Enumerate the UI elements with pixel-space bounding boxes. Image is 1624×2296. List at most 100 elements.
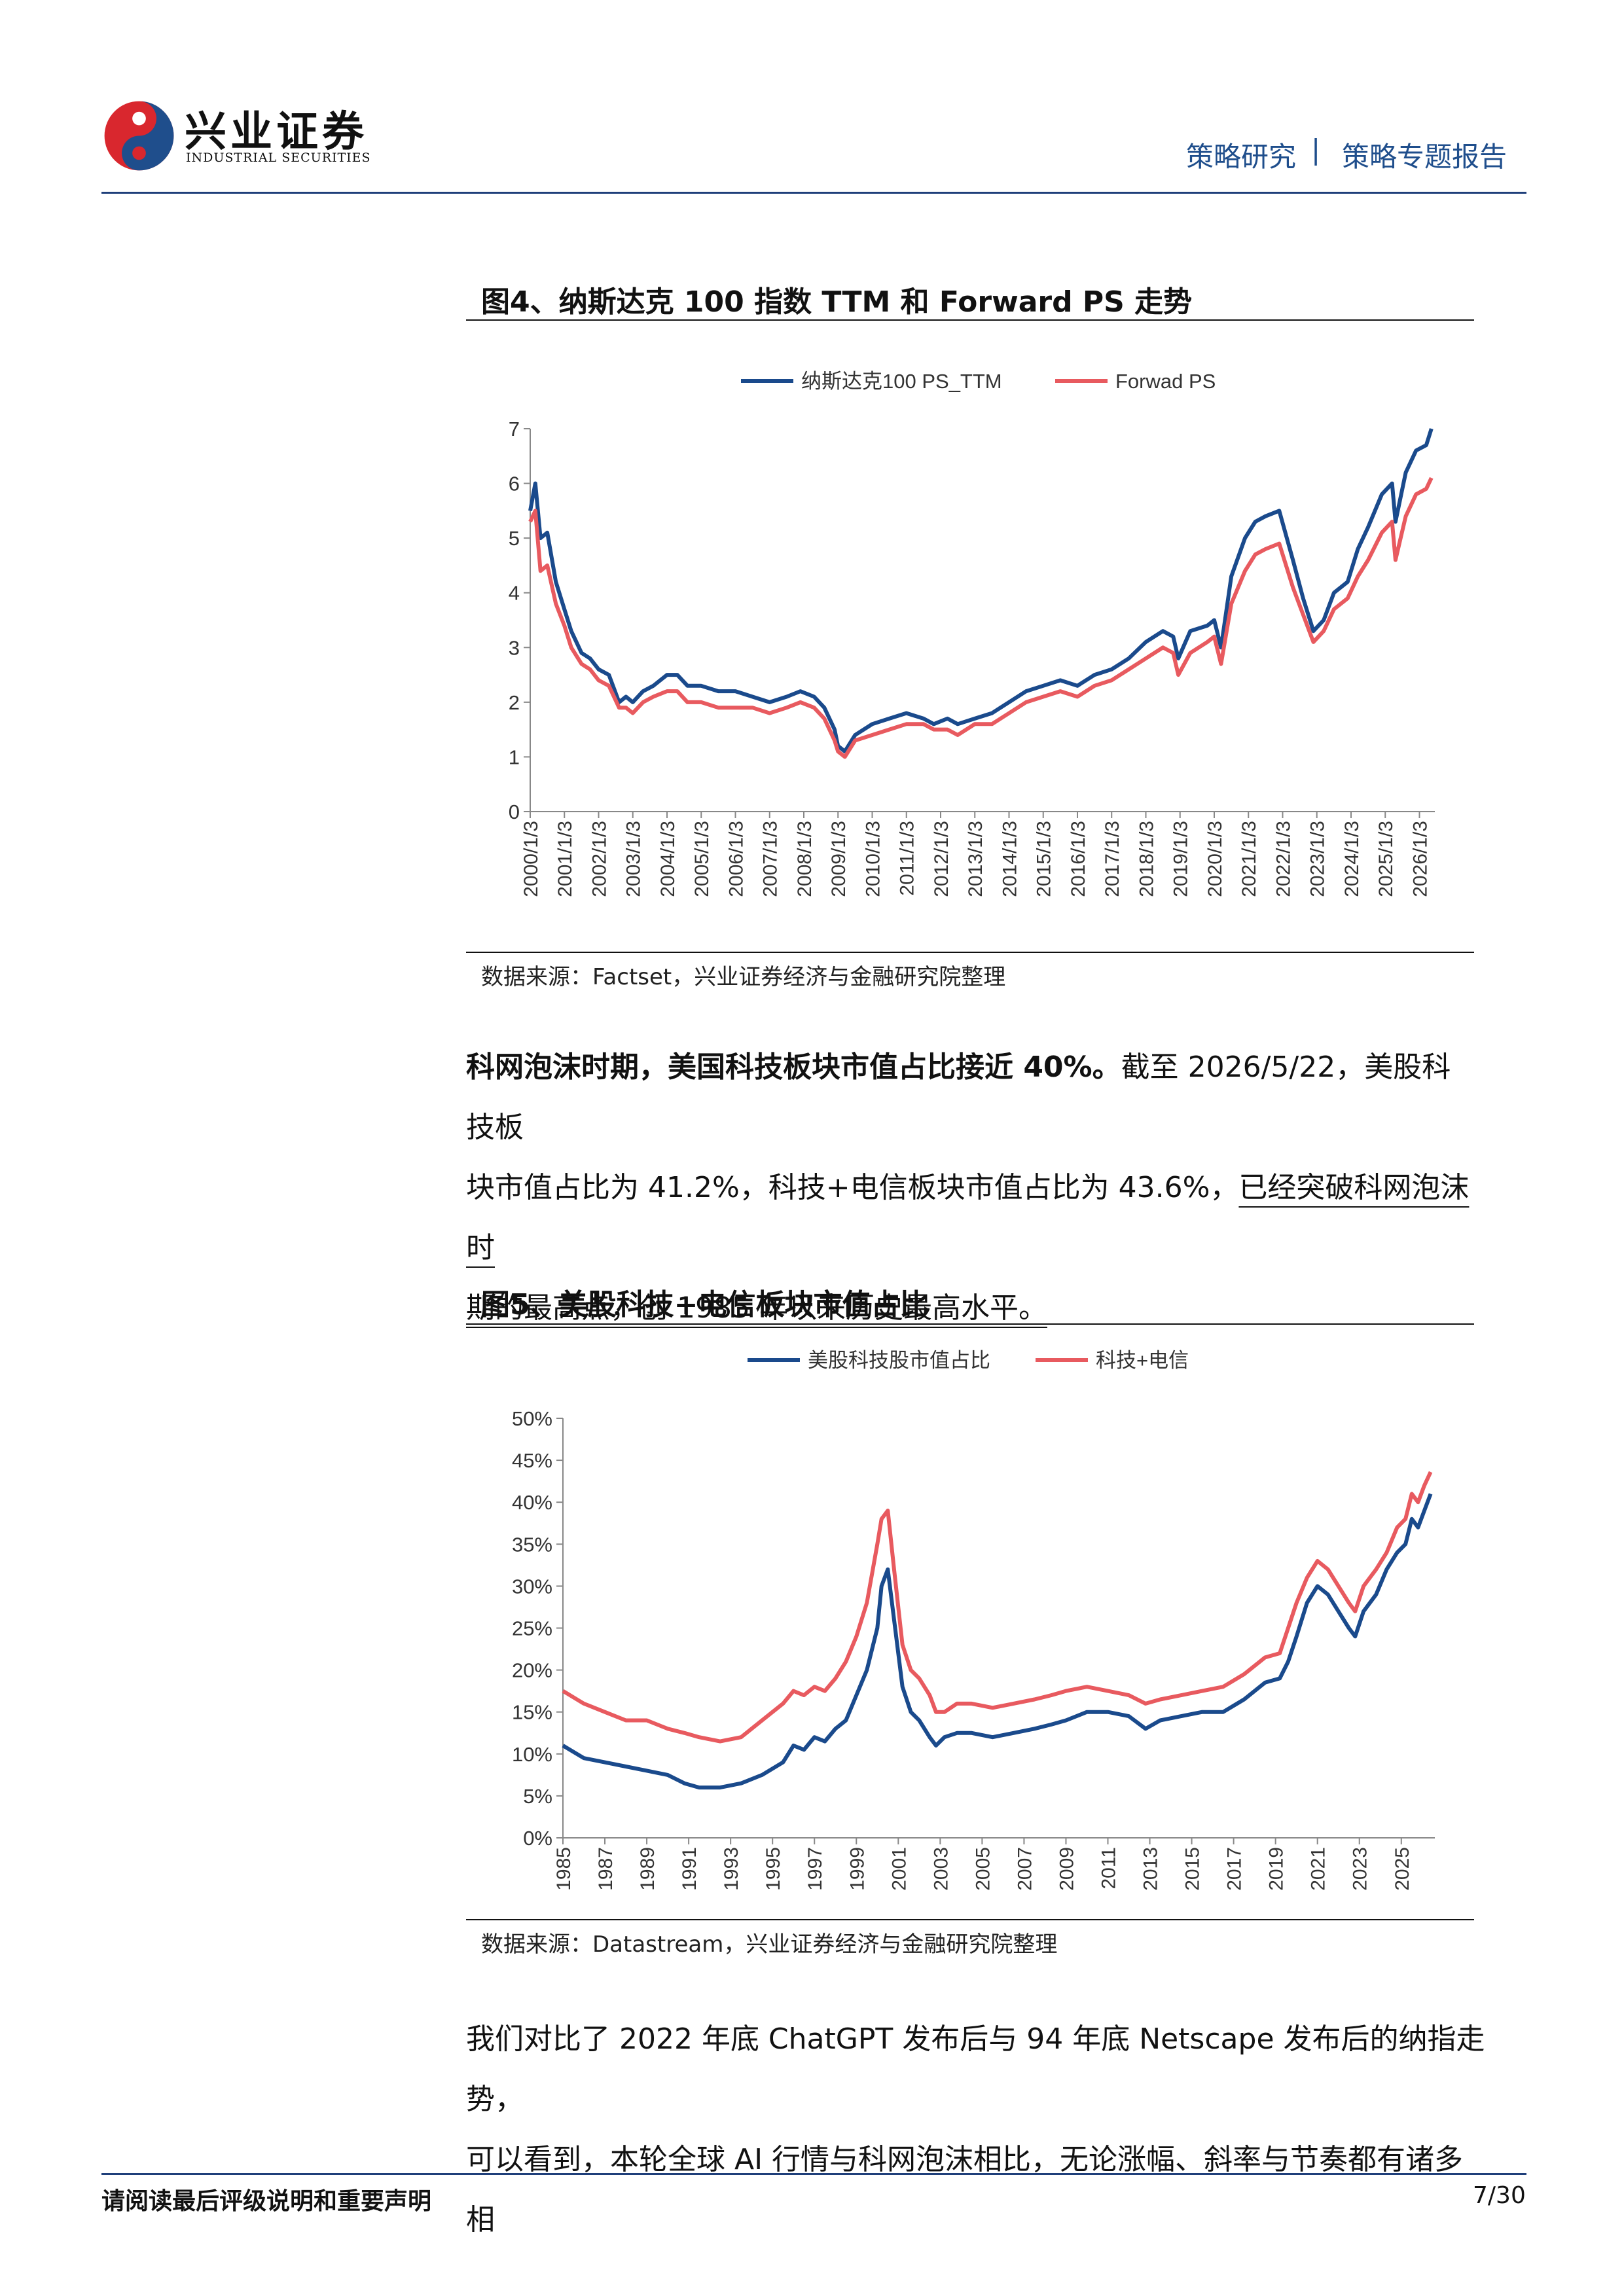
fig4-x-tick-label-8: 2008/1/3 [794, 821, 816, 897]
fig5-y-tick-label-0: 0% [523, 1827, 552, 1850]
fig4-x-tick-label-10: 2010/1/3 [862, 821, 884, 897]
fig5-series-line-1 [562, 1471, 1433, 1744]
fig4-x-tick-label-12: 2012/1/3 [931, 821, 952, 897]
company-logo-icon [104, 101, 174, 171]
fig4-x-tick-label-15: 2015/1/3 [1034, 821, 1055, 897]
footer-rule [101, 2173, 1526, 2175]
fig5-legend-label-1: 科技+电信 [1096, 1349, 1189, 1372]
figure5-chart: 美股科技股市值占比 科技+电信 0% 5% 10% 15% 20% 25% 30% 35% 40% 4… [512, 1349, 1435, 1891]
fig5-x-tick-label-17: 2019 [1266, 1847, 1288, 1891]
fig5-x-tick-label-16: 2017 [1224, 1847, 1246, 1891]
fig5-legend-label-0: 美股科技股市值占比 [808, 1349, 990, 1372]
fig5-x-tick-label-11: 2007 [1014, 1847, 1036, 1891]
fig4-x-tick-label-20: 2020/1/3 [1204, 821, 1226, 897]
fig5-series-line-0 [562, 1493, 1433, 1790]
fig4-y-tick-label-2: 2 [509, 691, 520, 714]
fig4-x-tick-label-23: 2023/1/3 [1307, 821, 1329, 897]
fig4-series-line-0 [528, 428, 1434, 754]
fig5-x-tick-label-9: 2003 [930, 1847, 952, 1891]
fig5-y-tick-label-10: 50% [512, 1407, 552, 1430]
fig5-x-tick-label-12: 2009 [1056, 1847, 1077, 1891]
fig4-series-line-1 [528, 476, 1434, 759]
fig4-x-tick-label-16: 2016/1/3 [1068, 821, 1089, 897]
fig5-y-tick-label-8: 40% [512, 1491, 552, 1514]
header-rule [101, 192, 1526, 194]
figure4-title: 图4、纳斯达克 100 指数 TTM 和 Forward PS 走势 [481, 285, 1193, 319]
paragraph-1-text-2: 块市值占比为 41.2%，科技+电信板块市值占比为 43.6%， [466, 1171, 1239, 1204]
fig5-y-tick-label-9: 45% [512, 1449, 552, 1472]
logo-cn: 兴业证券 [185, 107, 368, 156]
fig5-y-tick-label-7: 35% [512, 1533, 552, 1556]
page-number: 7/30 [1473, 2182, 1526, 2209]
fig4-x-tick-label-14: 2014/1/3 [999, 821, 1020, 897]
fig4-x-tick-label-0: 2000/1/3 [520, 821, 542, 897]
fig5-x-tick-label-20: 2025 [1392, 1847, 1413, 1891]
fig4-x-tick-label-1: 2001/1/3 [554, 821, 576, 897]
fig5-x-tick-label-19: 2023 [1350, 1847, 1371, 1891]
fig5-x-tick-label-3: 1991 [679, 1847, 700, 1891]
fig4-x-tick-label-7: 2007/1/3 [760, 821, 782, 897]
fig4-x-tick-label-3: 2003/1/3 [623, 821, 645, 897]
fig5-x-tick-label-13: 2011 [1098, 1847, 1120, 1890]
figure5-source-rule [466, 1919, 1474, 1920]
fig4-y-tick-label-3: 3 [509, 636, 520, 659]
fig5-y-tick-label-6: 30% [512, 1575, 552, 1598]
paragraph-1-underlined-1: 已经突破科网泡沫时 [466, 1171, 1470, 1265]
figure5-title-rule [466, 1323, 1474, 1325]
header-section: 策略研究 [1186, 141, 1297, 173]
fig5-x-tick-label-6: 1997 [804, 1847, 826, 1891]
fig5-x-tick-label-2: 1989 [637, 1847, 659, 1891]
fig4-x-tick-label-13: 2013/1/3 [965, 821, 986, 897]
fig5-x-tick-label-1: 1987 [595, 1847, 617, 1891]
paragraph-1-line-2: 块市值占比为 41.2%，科技+电信板块市值占比为 43.6%，已经突破科网泡沫… [466, 1158, 1474, 1278]
figure5-source: 数据来源：Datastream，兴业证券经济与金融研究院整理 [481, 1931, 1058, 1958]
paragraph-1: 科网泡沫时期，美国科技板块市值占比接近 40%。截至 2026/5/22，美股科… [466, 1037, 1474, 1338]
header-report-type: 策略专题报告 [1342, 141, 1507, 173]
fig4-x-tick-label-24: 2024/1/3 [1341, 821, 1363, 897]
paragraph-1-line-1: 科网泡沫时期，美国科技板块市值占比接近 40%。截至 2026/5/22，美股科… [466, 1037, 1474, 1158]
paragraph-2: 我们对比了 2022 年底 ChatGPT 发布后与 94 年底 Netscap… [466, 2009, 1487, 2250]
fig4-x-tick-label-4: 2004/1/3 [657, 821, 679, 897]
fig4-x-tick-label-21: 2021/1/3 [1238, 821, 1260, 897]
fig4-legend-label-1: Forwad PS [1115, 370, 1216, 393]
header-separator: | [1311, 134, 1321, 166]
fig5-x-tick-label-7: 1999 [846, 1847, 868, 1891]
fig4-x-tick-label-19: 2019/1/3 [1170, 821, 1192, 897]
paragraph-1-bold-lead: 科网泡沫时期，美国科技板块市值占比接近 40%。 [466, 1050, 1121, 1084]
fig5-x-tick-label-4: 1993 [721, 1847, 742, 1891]
fig4-x-tick-label-9: 2009/1/3 [828, 821, 850, 897]
fig5-x-tick-label-0: 1985 [553, 1847, 575, 1891]
fig5-y-tick-label-5: 25% [512, 1617, 552, 1640]
logo-en: INDUSTRIAL SECURITIES [186, 151, 371, 165]
fig5-x-tick-label-15: 2015 [1182, 1847, 1204, 1891]
paragraph-2-line-1: 我们对比了 2022 年底 ChatGPT 发布后与 94 年底 Netscap… [466, 2022, 1485, 2116]
figure4-source: 数据来源：Factset，兴业证券经济与金融研究院整理 [481, 964, 1006, 990]
fig4-y-tick-label-4: 4 [509, 582, 520, 605]
fig5-y-tick-label-2: 10% [512, 1743, 552, 1766]
fig4-y-tick-label-0: 0 [509, 800, 520, 823]
fig5-y-tick-label-3: 15% [512, 1701, 552, 1724]
fig4-x-tick-label-5: 2005/1/3 [691, 821, 713, 897]
paragraph-1-underlined-2: 期的最高点，创 1985 年以来历史最高水平。 [466, 1291, 1047, 1325]
fig4-y-tick-label-7: 7 [509, 418, 520, 440]
paragraph-1-line-3: 期的最高点，创 1985 年以来历史最高水平。 [466, 1278, 1474, 1338]
fig4-x-tick-label-25: 2025/1/3 [1375, 821, 1397, 897]
fig4-y-tick-label-6: 6 [509, 473, 520, 495]
fig4-y-tick-label-5: 5 [509, 527, 520, 550]
paragraph-2-line-2: 可以看到，本轮全球 AI 行情与科网泡沫相比，无论涨幅、斜率与节奏都有诸多相 [466, 2143, 1464, 2236]
fig5-x-tick-label-5: 1995 [763, 1847, 784, 1891]
fig5-x-tick-label-18: 2021 [1308, 1847, 1329, 1891]
fig5-y-tick-label-4: 20% [512, 1659, 552, 1682]
figure4-title-rule [466, 319, 1474, 321]
fig4-x-tick-label-17: 2017/1/3 [1102, 821, 1123, 897]
fig5-x-tick-label-14: 2013 [1140, 1847, 1162, 1891]
fig5-y-tick-label-1: 5% [523, 1785, 552, 1808]
fig4-x-tick-label-11: 2011/1/3 [897, 821, 918, 896]
paragraph-1-text-1: 截至 2026/5/22，美股科技板 [466, 1050, 1451, 1144]
fig4-x-tick-label-6: 2006/1/3 [725, 821, 747, 897]
figure4-source-rule [466, 952, 1474, 953]
fig4-legend-label-0: 纳斯达克100 PS_TTM [801, 370, 1002, 393]
fig5-x-tick-label-8: 2001 [888, 1847, 910, 1891]
fig4-x-tick-label-26: 2026/1/3 [1409, 821, 1431, 897]
fig5-x-tick-label-10: 2005 [972, 1847, 994, 1891]
